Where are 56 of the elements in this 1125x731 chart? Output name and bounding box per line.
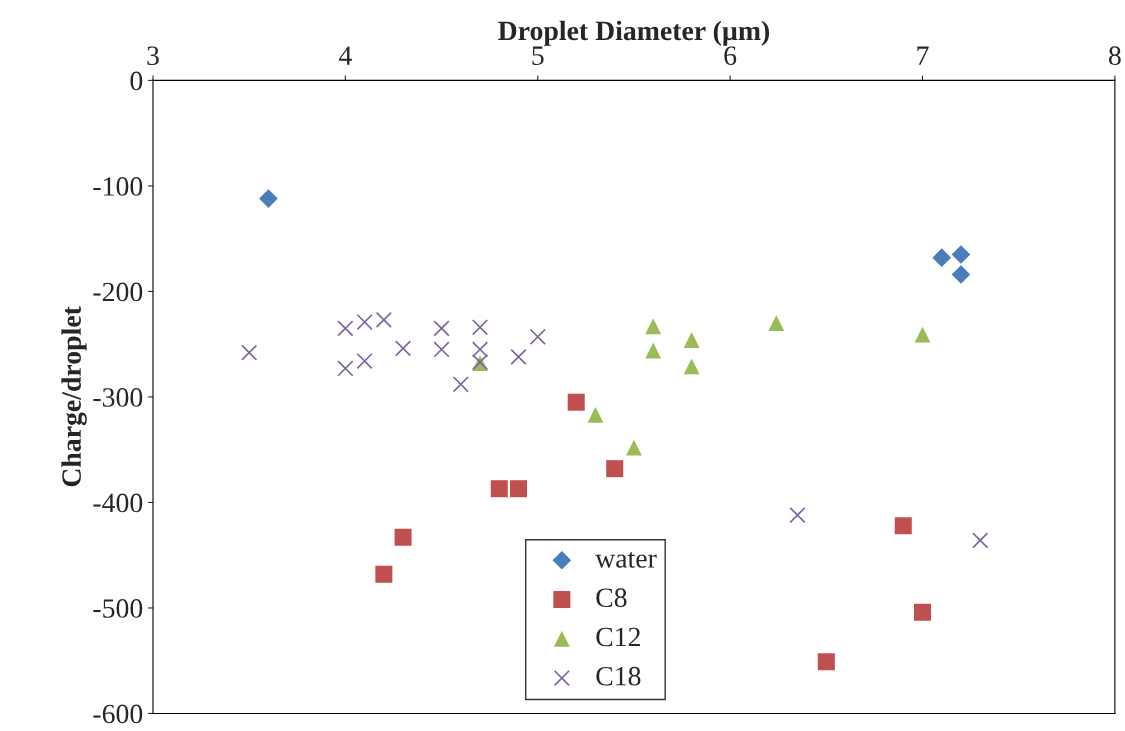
point	[510, 348, 527, 365]
point	[626, 439, 642, 456]
point	[510, 480, 528, 498]
point	[606, 460, 624, 478]
y-tick-label: -500	[93, 599, 143, 618]
point	[817, 653, 835, 671]
point	[433, 341, 450, 358]
x-tick-label: 8	[1108, 46, 1121, 66]
point	[452, 376, 469, 393]
x-tick-label: 6	[724, 46, 737, 66]
point	[913, 603, 932, 621]
point	[337, 320, 354, 337]
point	[241, 344, 258, 361]
x-tick-label: 5	[532, 46, 544, 66]
point	[259, 189, 278, 208]
point	[951, 245, 971, 264]
point	[567, 393, 585, 411]
point	[914, 326, 931, 343]
y-tick-label: 0	[130, 71, 143, 91]
point	[394, 340, 412, 357]
point	[894, 517, 912, 535]
x-tick-label: 4	[338, 46, 352, 65]
legend-label: water	[595, 551, 657, 568]
y-tick-label: -400	[93, 493, 143, 513]
point	[471, 319, 489, 336]
legend-label: C12	[596, 627, 640, 647]
point	[932, 248, 952, 267]
point	[471, 341, 489, 358]
y-tick-label: -600	[93, 704, 143, 724]
point	[645, 318, 662, 335]
x-tick-label: 3	[147, 46, 159, 66]
y-tick-label: -300	[93, 388, 143, 407]
point	[972, 532, 989, 549]
point	[587, 406, 604, 423]
point	[375, 311, 392, 329]
point	[375, 565, 393, 583]
legend-label: C18	[596, 666, 641, 686]
point	[433, 320, 450, 337]
y-tick-label: -200	[93, 282, 143, 302]
legend-label: C8	[596, 588, 627, 608]
point	[490, 480, 508, 498]
point	[337, 360, 354, 377]
y-tick-label: -100	[93, 177, 143, 196]
point	[645, 342, 662, 359]
x-axis-title: Droplet Diameter (µm)	[498, 20, 770, 46]
point	[789, 506, 806, 524]
y-axis-title: Charge/droplet	[61, 306, 87, 487]
point	[683, 358, 700, 375]
x-tick-label: 7	[917, 46, 929, 65]
point	[768, 315, 785, 331]
point	[951, 265, 971, 284]
point	[529, 328, 546, 345]
point	[683, 332, 700, 348]
point	[356, 352, 373, 370]
point	[394, 528, 412, 546]
point	[356, 313, 373, 331]
